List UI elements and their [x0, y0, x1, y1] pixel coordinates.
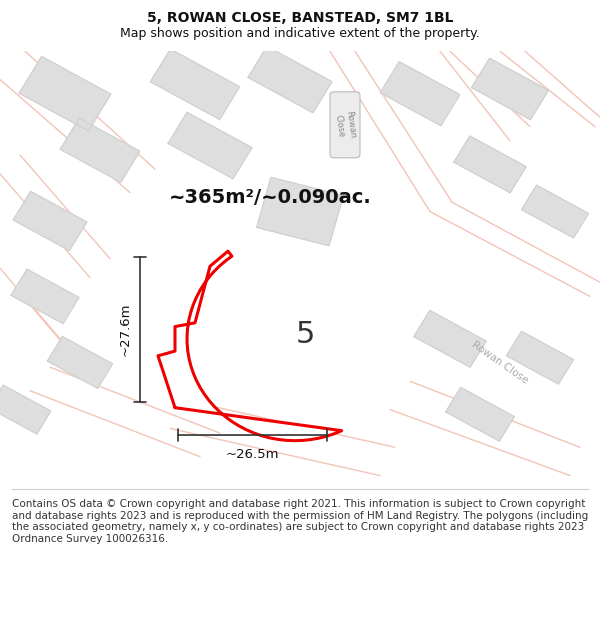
Polygon shape	[158, 251, 341, 441]
Polygon shape	[168, 112, 252, 179]
Polygon shape	[521, 185, 589, 238]
Polygon shape	[380, 62, 460, 126]
Text: Rowan Close: Rowan Close	[470, 339, 530, 386]
Text: 5: 5	[295, 319, 314, 349]
Polygon shape	[257, 177, 343, 246]
Text: Contains OS data © Crown copyright and database right 2021. This information is : Contains OS data © Crown copyright and d…	[12, 499, 588, 544]
Text: ~365m²/~0.090ac.: ~365m²/~0.090ac.	[169, 188, 371, 207]
Polygon shape	[472, 58, 548, 120]
Polygon shape	[11, 269, 79, 324]
Polygon shape	[506, 331, 574, 384]
Polygon shape	[19, 56, 111, 131]
Text: 5, ROWAN CLOSE, BANSTEAD, SM7 1BL: 5, ROWAN CLOSE, BANSTEAD, SM7 1BL	[147, 11, 453, 25]
Text: ~26.5m: ~26.5m	[226, 448, 279, 461]
Polygon shape	[248, 46, 332, 112]
Polygon shape	[47, 336, 113, 388]
Polygon shape	[151, 49, 239, 119]
Text: Map shows position and indicative extent of the property.: Map shows position and indicative extent…	[120, 27, 480, 40]
Polygon shape	[0, 385, 51, 434]
Text: Rowan
Close: Rowan Close	[333, 109, 357, 140]
Polygon shape	[446, 388, 514, 441]
Polygon shape	[454, 136, 526, 192]
Polygon shape	[13, 191, 87, 251]
Polygon shape	[60, 118, 140, 182]
FancyBboxPatch shape	[330, 92, 360, 158]
Polygon shape	[414, 311, 486, 368]
Text: ~27.6m: ~27.6m	[119, 302, 132, 356]
